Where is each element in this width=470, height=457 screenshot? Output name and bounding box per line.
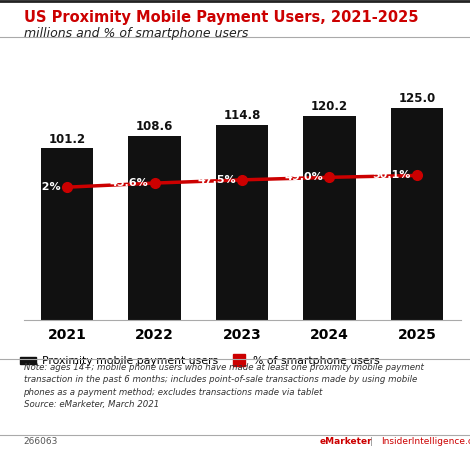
Text: 120.2: 120.2 [311, 101, 348, 113]
Legend: Proximity mobile payment users, % of smartphone users: Proximity mobile payment users, % of sma… [20, 356, 379, 366]
Text: |: | [367, 437, 376, 446]
Text: Note: ages 14+; mobile phone users who have made at least one proximity mobile p: Note: ages 14+; mobile phone users who h… [24, 363, 423, 409]
Text: 108.6: 108.6 [136, 120, 173, 133]
Text: 47.5%: 47.5% [197, 175, 236, 185]
Text: InsiderIntelligence.com: InsiderIntelligence.com [381, 437, 470, 446]
Bar [41, 148, 94, 320]
Text: 49.0%: 49.0% [285, 172, 323, 182]
Bar [216, 125, 268, 320]
Text: 266063: 266063 [24, 437, 58, 446]
Text: 45.6%: 45.6% [110, 178, 149, 188]
Text: 101.2: 101.2 [49, 133, 86, 146]
Text: 43.2%: 43.2% [23, 182, 61, 192]
Text: 125.0: 125.0 [398, 92, 436, 105]
Text: 114.8: 114.8 [223, 110, 261, 122]
Bar [303, 116, 356, 320]
Bar [128, 136, 181, 320]
Text: eMarketer: eMarketer [320, 437, 372, 446]
Text: 50.1%: 50.1% [372, 170, 411, 181]
Text: millions and % of smartphone users: millions and % of smartphone users [24, 27, 248, 40]
Text: US Proximity Mobile Payment Users, 2021-2025: US Proximity Mobile Payment Users, 2021-… [24, 10, 418, 25]
Bar [391, 108, 443, 320]
